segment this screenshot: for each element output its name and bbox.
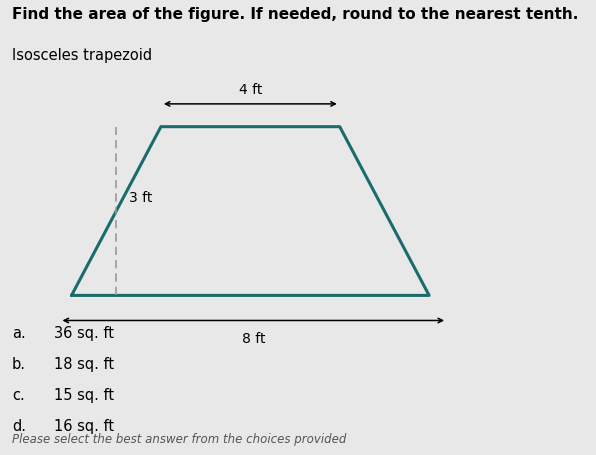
Text: b.: b.: [12, 356, 26, 371]
Text: Find the area of the figure. If needed, round to the nearest tenth.: Find the area of the figure. If needed, …: [12, 7, 578, 22]
Text: Isosceles trapezoid: Isosceles trapezoid: [12, 48, 152, 63]
Text: 18 sq. ft: 18 sq. ft: [54, 356, 114, 371]
Text: d.: d.: [12, 418, 26, 433]
Text: 4 ft: 4 ft: [238, 82, 262, 96]
Text: a.: a.: [12, 325, 26, 340]
Text: 16 sq. ft: 16 sq. ft: [54, 418, 114, 433]
Text: 36 sq. ft: 36 sq. ft: [54, 325, 114, 340]
Text: Please select the best answer from the choices provided: Please select the best answer from the c…: [12, 432, 346, 445]
Text: c.: c.: [12, 387, 24, 402]
Text: 8 ft: 8 ft: [241, 331, 265, 345]
Text: 15 sq. ft: 15 sq. ft: [54, 387, 114, 402]
Text: 3 ft: 3 ft: [129, 191, 153, 205]
